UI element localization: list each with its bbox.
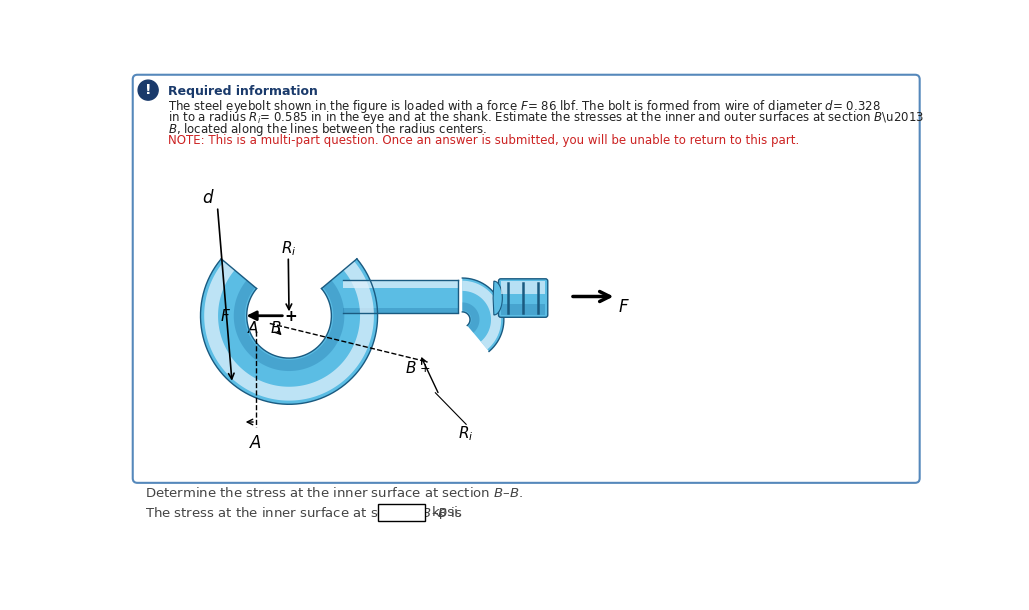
Text: $R_i$: $R_i$ [281,239,296,258]
Polygon shape [234,280,345,371]
Text: Required information: Required information [168,85,318,98]
Text: $A$: $A$ [249,434,262,452]
Polygon shape [501,304,545,315]
Bar [378,504,425,520]
Text: The stress at the inner surface at section $B$–$B$ is: The stress at the inner surface at secti… [145,506,463,520]
Polygon shape [343,307,459,314]
Text: !: ! [145,83,151,97]
Polygon shape [462,281,501,350]
Polygon shape [204,261,374,401]
Text: $F$: $F$ [219,308,230,324]
Polygon shape [343,279,459,314]
Text: $B$: $B$ [271,320,282,336]
FancyBboxPatch shape [498,279,547,317]
Circle shape [138,80,158,100]
Polygon shape [462,278,504,351]
Text: NOTE: This is a multi-part question. Once an answer is submitted, you will be un: NOTE: This is a multi-part question. Onc… [168,134,800,148]
Polygon shape [201,259,378,404]
Polygon shape [493,281,502,315]
Polygon shape [462,303,480,333]
FancyBboxPatch shape [133,75,920,483]
Text: $d$: $d$ [202,189,214,207]
Text: $B$, located along the lines between the radius centers.: $B$, located along the lines between the… [168,121,488,138]
Polygon shape [343,279,459,288]
Text: The steel eyebolt shown in the figure is loaded with a force $F$= 86 lbf. The bo: The steel eyebolt shown in the figure is… [168,98,881,115]
Text: $B$: $B$ [404,360,416,376]
Text: +: + [284,309,297,324]
Text: $R_i$: $R_i$ [458,424,474,443]
Text: kpsi.: kpsi. [431,506,462,519]
Text: Determine the stress at the inner surface at section $B$–$B$.: Determine the stress at the inner surfac… [145,486,523,500]
Text: +: + [420,362,430,375]
Polygon shape [501,281,545,294]
Text: $F$: $F$ [618,298,630,316]
Text: $A$: $A$ [247,320,259,336]
Text: in to a radius $R_i$= 0.585 in in the eye and at the shank. Estimate the stresse: in to a radius $R_i$= 0.585 in in the ey… [168,109,924,126]
